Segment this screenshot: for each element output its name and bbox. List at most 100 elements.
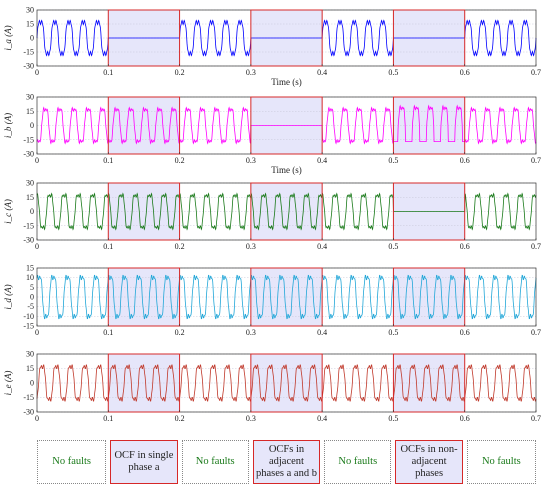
- y-tick-label: 0: [30, 293, 34, 302]
- y-tick-label: 0: [30, 379, 34, 388]
- fault-border: [392, 267, 466, 327]
- series-line: [36, 19, 537, 57]
- fault-border: [107, 267, 181, 327]
- x-tick-label: 0.7: [531, 328, 541, 337]
- panel-5: -30 -15 0 15 30 0 0.1 0.2 0.3 0.4 0.5 0.6 0.7 i_e (A): [3, 350, 541, 424]
- y-tick-label: -15: [23, 221, 34, 230]
- y-tick-label: 30: [26, 179, 34, 188]
- x-tick-label: 0.4: [317, 242, 327, 251]
- y-tick-label: -30: [23, 150, 34, 159]
- y-tick-label: -15: [23, 322, 34, 331]
- y-tick-label: -15: [23, 135, 34, 144]
- y-tick-label: 30: [26, 6, 34, 15]
- x-tick-label: 0: [35, 328, 39, 337]
- x-tick-label: 0.5: [388, 68, 398, 77]
- x-tick-label: 0: [35, 242, 39, 251]
- y-tick-label: 15: [26, 264, 34, 273]
- x-tick-label: 0.4: [317, 68, 327, 77]
- fault-border: [107, 353, 181, 413]
- y-axis-label: i_e (A): [3, 371, 13, 396]
- x-tick-label: 0.5: [388, 242, 398, 251]
- x-tick-label: 0.7: [531, 414, 541, 423]
- y-tick-label: 10: [26, 273, 34, 282]
- fault-shade: [108, 354, 180, 412]
- x-tick-label: 0.1: [103, 242, 113, 251]
- x-tick-label: 0.2: [175, 414, 185, 423]
- y-axis-label: i_c (A): [3, 199, 13, 224]
- panel-3: -30 -15 0 15 30 0 0.1 0.2 0.3 0.4 0.5 0.6 0.7 i_c (A): [3, 179, 541, 252]
- y-tick-label: 0: [30, 121, 34, 130]
- x-tick-label: 0.4: [317, 156, 327, 165]
- x-tick-label: 0.4: [317, 328, 327, 337]
- x-tick-label: 0.3: [246, 414, 256, 423]
- y-tick-label: 15: [26, 20, 34, 29]
- y-tick-label: -15: [23, 393, 34, 402]
- panel-2: -30 -15 0 15 30 0 0.1 0.2 0.3 0.4 0.5 0.6 0.7 Time (s…: [3, 93, 541, 176]
- y-tick-label: -10: [23, 312, 34, 321]
- x-tick-label: 0: [35, 414, 39, 423]
- y-tick-label: 15: [26, 107, 34, 116]
- x-tick-label: 0.5: [388, 414, 398, 423]
- y-tick-label: 0: [30, 207, 34, 216]
- y-tick-label: 15: [26, 193, 34, 202]
- fault-border: [107, 9, 181, 67]
- series-line: [36, 104, 537, 145]
- x-tick-label: 0.6: [460, 242, 470, 251]
- x-tick-label: 0.6: [460, 414, 470, 423]
- x-tick-label: 0.1: [103, 156, 113, 165]
- y-tick-label: -15: [23, 48, 34, 57]
- x-tick-label: 0.5: [388, 328, 398, 337]
- y-tick-label: 0: [30, 34, 34, 43]
- series-line: [36, 274, 537, 320]
- fault-border: [392, 353, 466, 413]
- x-tick-label: 0.2: [175, 242, 185, 251]
- x-tick-label: 0.3: [246, 68, 256, 77]
- fault-border: [392, 182, 466, 241]
- x-tick-label: 0: [35, 68, 39, 77]
- y-tick-label: -30: [23, 408, 34, 417]
- panel-1: -30 -15 0 15 30 0 0.1 0.2 0.3 0.4 0.5 0.6 0.7 Time (s…: [3, 6, 541, 88]
- x-tick-label: 0.1: [103, 328, 113, 337]
- x-tick-label: 0.2: [175, 328, 185, 337]
- x-tick-label: 0.6: [460, 156, 470, 165]
- fault-border: [107, 96, 181, 155]
- y-tick-label: 30: [26, 350, 34, 359]
- x-tick-label: 0.1: [103, 414, 113, 423]
- x-tick-label: 0.7: [531, 68, 541, 77]
- fault-border: [392, 9, 466, 67]
- x-tick-label: 0.1: [103, 68, 113, 77]
- x-tick-label: 0.3: [246, 242, 256, 251]
- series-line: [36, 192, 537, 231]
- y-tick-label: -30: [23, 236, 34, 245]
- x-tick-label: 0.2: [175, 68, 185, 77]
- x-tick-label: 0.2: [175, 156, 185, 165]
- y-tick-label: 5: [30, 283, 34, 292]
- y-axis-label: i_d (A): [3, 284, 13, 309]
- series-line: [36, 364, 537, 402]
- x-tick-label: 0.6: [460, 68, 470, 77]
- y-tick-label: 30: [26, 93, 34, 102]
- fault-shade: [393, 354, 465, 412]
- x-axis-label: Time (s): [271, 165, 301, 175]
- fault-border: [250, 182, 323, 241]
- y-tick-label: -5: [27, 302, 34, 311]
- y-axis-label: i_a (A): [3, 25, 13, 50]
- fault-border: [250, 267, 323, 327]
- y-tick-label: 15: [26, 364, 34, 373]
- x-axis-label: Time (s): [271, 77, 301, 87]
- fault-border: [250, 9, 323, 67]
- x-tick-label: 0.5: [388, 156, 398, 165]
- x-tick-label: 0.7: [531, 156, 541, 165]
- y-tick-label: -30: [23, 62, 34, 71]
- x-tick-label: 0.3: [246, 328, 256, 337]
- y-axis-label: i_b (A): [3, 113, 13, 138]
- fault-border: [392, 96, 466, 155]
- x-tick-label: 0.7: [531, 242, 541, 251]
- fault-border: [250, 96, 323, 155]
- x-tick-label: 0: [35, 156, 39, 165]
- fault-border: [107, 182, 181, 241]
- x-tick-label: 0.3: [246, 156, 256, 165]
- x-tick-label: 0.4: [317, 414, 327, 423]
